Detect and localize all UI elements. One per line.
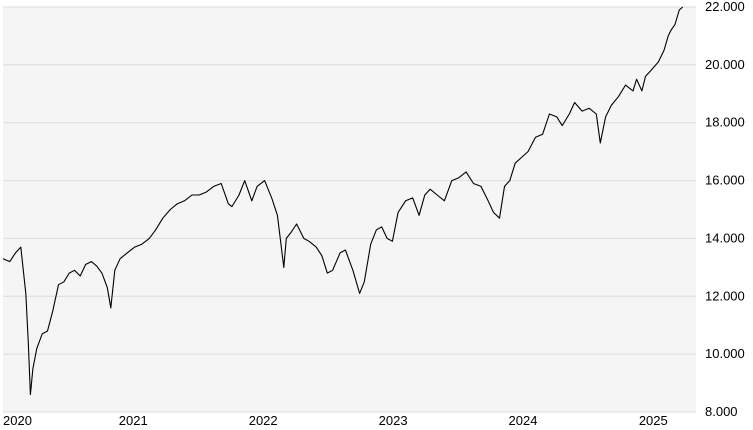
y-tick-label: 18.000 [705,115,745,130]
series-line [2,6,684,396]
series-group [2,6,684,396]
y-axis-ticks: 8.000 10.000 12.000 14.000 16.000 18.000 20.00… [705,0,745,419]
y-tick-label: 22.000 [705,0,745,14]
x-tick-label: 2021 [119,413,148,428]
y-tick-label: 14.000 [705,230,745,245]
plot-area [3,7,696,412]
y-tick-label: 12.000 [705,288,745,303]
gridlines [3,6,696,413]
x-tick-label: 2023 [379,413,408,428]
x-axis-ticks: 2020 2021 2022 2023 2024 2025 [3,413,668,428]
x-tick-label: 2022 [249,413,278,428]
x-tick-label: 2024 [509,413,538,428]
y-tick-label: 20.000 [705,57,745,72]
y-tick-label: 8.000 [705,404,738,419]
y-tick-label: 10.000 [705,346,745,361]
x-tick-label: 2025 [639,413,668,428]
y-tick-label: 16.000 [705,173,745,188]
x-tick-label: 2020 [3,413,32,428]
